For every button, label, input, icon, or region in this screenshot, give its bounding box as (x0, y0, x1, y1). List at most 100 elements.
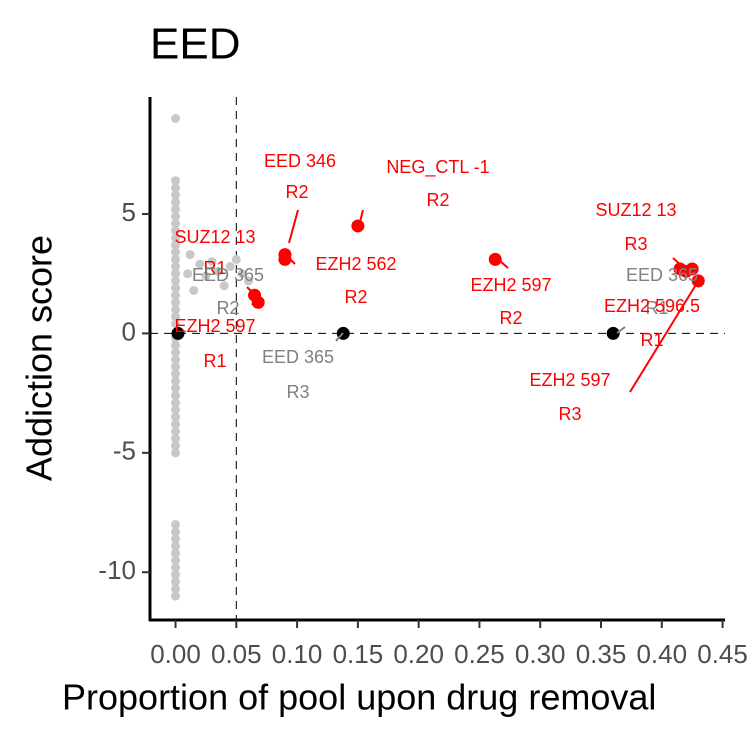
point (171, 290, 181, 300)
annotation: R3 (286, 382, 309, 402)
point (171, 340, 181, 350)
leader-line (616, 326, 626, 334)
point (171, 398, 181, 408)
point (171, 448, 181, 458)
leader-line (251, 298, 260, 306)
annotation: EZH2 597 (470, 275, 551, 295)
point (171, 226, 181, 236)
point (171, 527, 181, 537)
x-tick-label: 0.30 (515, 639, 566, 669)
x-axis-label: Proportion of pool upon drug removal (62, 677, 656, 718)
point (171, 319, 181, 329)
x-tick-label: 0.35 (576, 639, 627, 669)
point (171, 541, 181, 551)
point (171, 219, 181, 229)
y-tick-label: 5 (122, 197, 136, 227)
point (183, 269, 193, 279)
annotation: NEG_CTL -1 (386, 157, 489, 178)
point (691, 274, 705, 288)
point (225, 262, 235, 272)
point (606, 326, 620, 340)
point (171, 254, 181, 264)
point (219, 281, 229, 291)
annotation: R2 (426, 190, 449, 210)
point (171, 197, 181, 207)
point (171, 190, 181, 200)
annotation: R1 (645, 298, 668, 318)
point (243, 276, 253, 286)
point (207, 257, 217, 267)
point (171, 555, 181, 565)
annotation: R1 (203, 258, 226, 278)
point (185, 250, 195, 260)
leader-line (246, 286, 257, 297)
annotation: EED 365 (262, 347, 334, 367)
point (278, 252, 292, 266)
point (237, 269, 247, 279)
point (171, 233, 181, 243)
point (171, 283, 181, 293)
point (171, 348, 181, 358)
point (171, 562, 181, 572)
x-tick-label: 0.00 (150, 639, 201, 669)
annotation: R1 (203, 351, 226, 371)
annotation: EED 365 (192, 265, 264, 285)
point (171, 183, 181, 193)
annotation: EED 346 (264, 151, 336, 171)
annotation: R3 (624, 234, 647, 254)
point (171, 391, 181, 401)
point (171, 426, 181, 436)
point (171, 548, 181, 558)
point (171, 591, 181, 601)
annotation: EZH2 597 (174, 316, 255, 336)
point (171, 211, 181, 221)
point (171, 362, 181, 372)
leader-line (288, 257, 296, 265)
point (171, 113, 181, 123)
x-tick-label: 0.15 (333, 639, 384, 669)
annotation: R2 (216, 298, 239, 318)
annotation: EED 365 (626, 265, 698, 285)
leader-line (672, 257, 684, 268)
point (171, 269, 181, 279)
annotation: EZH2 562 (315, 254, 396, 274)
point (189, 285, 199, 295)
annotation: SUZ12 13 (595, 200, 676, 220)
point (171, 312, 181, 322)
point (171, 412, 181, 422)
annotation: R2 (499, 308, 522, 328)
point (171, 355, 181, 365)
annotation: EZH2 597 (529, 370, 610, 390)
x-tick-label: 0.25 (454, 639, 505, 669)
point (171, 305, 181, 315)
leader-line (335, 332, 344, 342)
point (685, 262, 699, 276)
annotation: R2 (344, 287, 367, 307)
x-tick-label: 0.45 (697, 639, 748, 669)
point (171, 434, 181, 444)
point (488, 252, 502, 266)
point (171, 534, 181, 544)
annotation: R3 (558, 404, 581, 424)
point (171, 376, 181, 386)
x-tick-label: 0.20 (393, 639, 444, 669)
point (171, 326, 185, 340)
annotation: EZH2 596.5 (604, 296, 700, 316)
point (171, 176, 181, 186)
point (171, 405, 181, 415)
point (171, 297, 181, 307)
y-axis-label: Addiction score (19, 235, 60, 481)
leader-line (288, 209, 299, 244)
annotation: R1 (640, 330, 663, 350)
y-tick-label: 0 (122, 316, 136, 346)
point (171, 519, 181, 529)
leader-line (359, 209, 364, 223)
point (171, 247, 181, 257)
point (171, 276, 181, 286)
leader-line (629, 282, 698, 393)
point (171, 584, 181, 594)
point (201, 271, 211, 281)
point (171, 441, 181, 451)
x-tick-label: 0.05 (211, 639, 262, 669)
